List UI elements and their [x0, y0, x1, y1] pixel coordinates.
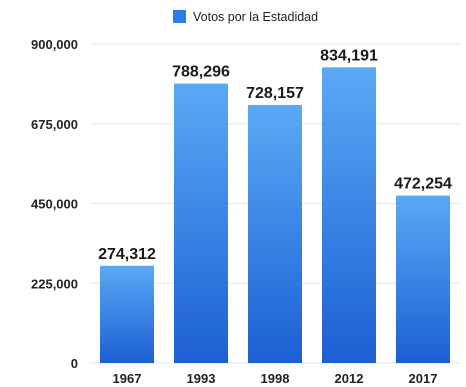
bar-1998 — [248, 104, 302, 363]
x-tick-label: 2012 — [335, 371, 364, 386]
legend-swatch — [173, 10, 186, 23]
bar-1993 — [174, 83, 228, 363]
y-axis: 0 225,000 450,000 675,000 900,000 — [31, 37, 78, 371]
data-label-1967: 274,312 — [98, 246, 156, 263]
data-label-1998: 728,157 — [246, 85, 304, 102]
y-tick-label: 900,000 — [31, 37, 78, 52]
y-tick-label: 225,000 — [31, 276, 78, 291]
bar-2017 — [396, 195, 450, 363]
bar-1967 — [100, 265, 154, 363]
y-tick-label: 0 — [71, 356, 78, 371]
x-tick-label: 2017 — [409, 371, 438, 386]
x-tick-label: 1993 — [187, 371, 216, 386]
x-tick-label: 1967 — [113, 371, 142, 386]
bars: 274,312 788,296 728,157 834,191 472,254 — [98, 47, 452, 364]
data-label-2017: 472,254 — [394, 176, 452, 193]
legend-label: Votos por la Estadidad — [193, 10, 318, 24]
x-axis: 1967 1993 1998 2012 2017 — [113, 371, 438, 386]
x-tick-label: 1998 — [261, 371, 290, 386]
data-label-2012: 834,191 — [320, 47, 378, 64]
y-tick-label: 450,000 — [31, 197, 78, 212]
legend: Votos por la Estadidad — [173, 10, 318, 24]
y-tick-label: 675,000 — [31, 117, 78, 132]
bar-2012 — [322, 67, 376, 364]
data-label-1993: 788,296 — [172, 64, 230, 81]
